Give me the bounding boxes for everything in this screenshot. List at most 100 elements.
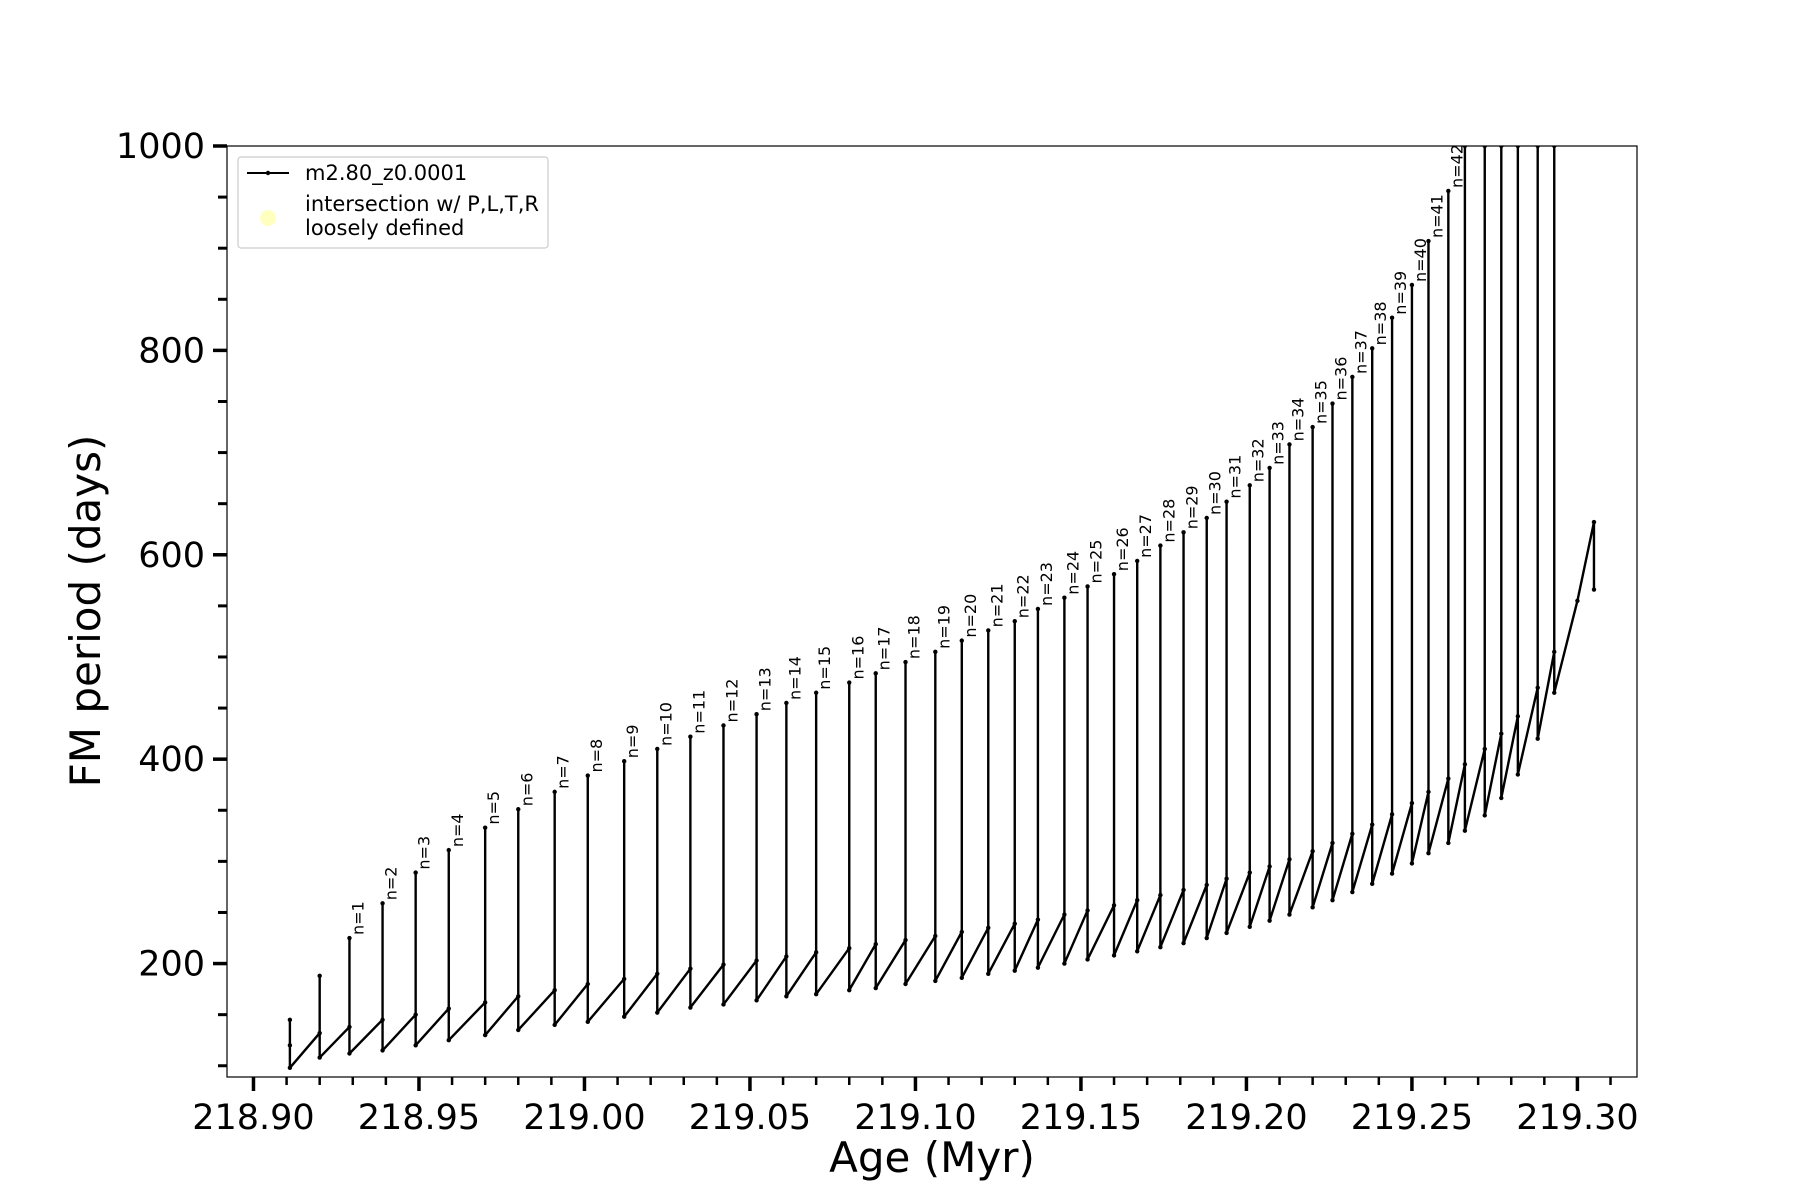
series-point — [1330, 840, 1335, 846]
series-point — [1462, 762, 1468, 767]
series-point — [903, 659, 908, 665]
series-point — [1158, 543, 1163, 548]
series-point — [1462, 828, 1468, 833]
series-point — [621, 759, 627, 764]
series-point — [1181, 530, 1186, 535]
annotation: n=28 — [1159, 499, 1178, 543]
series-point — [1370, 822, 1375, 827]
series-point — [1062, 961, 1067, 966]
annotation: n=7 — [554, 755, 573, 789]
annotation: n=19 — [934, 605, 953, 649]
legend-label-line: intersection w/ P,L,T,R — [305, 192, 539, 216]
series-point — [1204, 515, 1209, 521]
annotation: n=21 — [987, 583, 1006, 627]
series-point — [287, 1043, 293, 1048]
series-point — [317, 1055, 322, 1060]
plot-area — [287, 146, 1597, 1071]
annotation: n=14 — [785, 656, 804, 700]
annotation: n=41 — [1427, 194, 1446, 238]
series-point — [516, 807, 521, 812]
series-point — [1426, 789, 1431, 795]
series-point — [1267, 918, 1272, 923]
annotation: n=34 — [1288, 398, 1307, 442]
series-point — [721, 723, 726, 728]
series-point — [1499, 146, 1504, 149]
series-point — [986, 971, 991, 976]
annotation: n=3 — [415, 836, 434, 870]
series-point — [721, 1002, 726, 1007]
series-point — [1062, 912, 1067, 917]
series-point — [1035, 917, 1041, 922]
series-point — [1111, 903, 1117, 908]
series-point — [1370, 346, 1375, 351]
annotation: n=15 — [815, 646, 834, 690]
series-point — [813, 992, 819, 997]
y-tick-label: 600 — [138, 536, 205, 576]
annotation: n=8 — [587, 739, 606, 773]
annotation: n=17 — [875, 626, 894, 670]
series-point — [754, 958, 759, 963]
series-point — [655, 746, 660, 752]
series-point — [1515, 772, 1521, 777]
annotation: n=36 — [1331, 357, 1350, 401]
x-tick-label: 219.15 — [1020, 1098, 1142, 1138]
series-point — [380, 901, 385, 906]
series-point — [585, 981, 590, 987]
series-point — [1085, 584, 1090, 589]
series-point — [1330, 898, 1335, 903]
series-point — [933, 649, 938, 655]
annotation: n=1 — [348, 901, 367, 935]
series-point — [1499, 731, 1504, 736]
series-point — [446, 1038, 451, 1043]
series-point — [1224, 499, 1229, 504]
series-point — [1446, 776, 1451, 781]
plot-frame — [226, 145, 1638, 1078]
series-point — [1111, 571, 1117, 577]
annotation: n=24 — [1063, 551, 1082, 595]
series-point — [986, 628, 991, 633]
series-point — [784, 994, 789, 999]
x-tick-label: 219.10 — [854, 1098, 976, 1138]
series-point — [1409, 282, 1415, 288]
series-point — [1158, 892, 1163, 898]
series-point — [317, 1030, 322, 1036]
series-point — [1247, 870, 1252, 875]
series-point — [585, 773, 590, 778]
series-point — [1267, 864, 1272, 869]
series-point — [1247, 924, 1252, 929]
annotation: n=39 — [1391, 271, 1410, 315]
series-point — [1426, 850, 1431, 856]
series-point — [1035, 965, 1041, 970]
annotation: n=26 — [1113, 527, 1132, 571]
series-point — [1310, 905, 1315, 910]
x-tick-label: 219.25 — [1351, 1098, 1473, 1138]
series-point — [1350, 831, 1355, 836]
legend-label-line: loosely defined — [305, 216, 464, 240]
series-point — [347, 935, 352, 941]
series-point — [1482, 746, 1487, 752]
series-point — [552, 1022, 557, 1028]
series-point — [847, 946, 852, 951]
series-point — [1135, 949, 1140, 954]
annotation: n=23 — [1037, 562, 1056, 606]
x-tick-label: 219.30 — [1516, 1098, 1638, 1138]
series-point — [1535, 146, 1540, 149]
series-point — [959, 975, 964, 981]
series-point — [1389, 315, 1395, 320]
series-point — [1158, 945, 1163, 950]
series-point — [813, 950, 819, 955]
annotation: n=6 — [517, 773, 536, 807]
y-tick-label: 1000 — [116, 127, 205, 167]
series-point — [1350, 889, 1355, 895]
annotation: n=33 — [1269, 421, 1288, 465]
series-point — [1409, 861, 1415, 866]
series-point — [1287, 857, 1292, 862]
annotation: n=11 — [689, 690, 708, 734]
series-point — [933, 978, 938, 984]
series-point — [933, 933, 938, 939]
series-point — [873, 985, 878, 991]
series-point — [1389, 871, 1395, 876]
series-point — [655, 1010, 660, 1015]
